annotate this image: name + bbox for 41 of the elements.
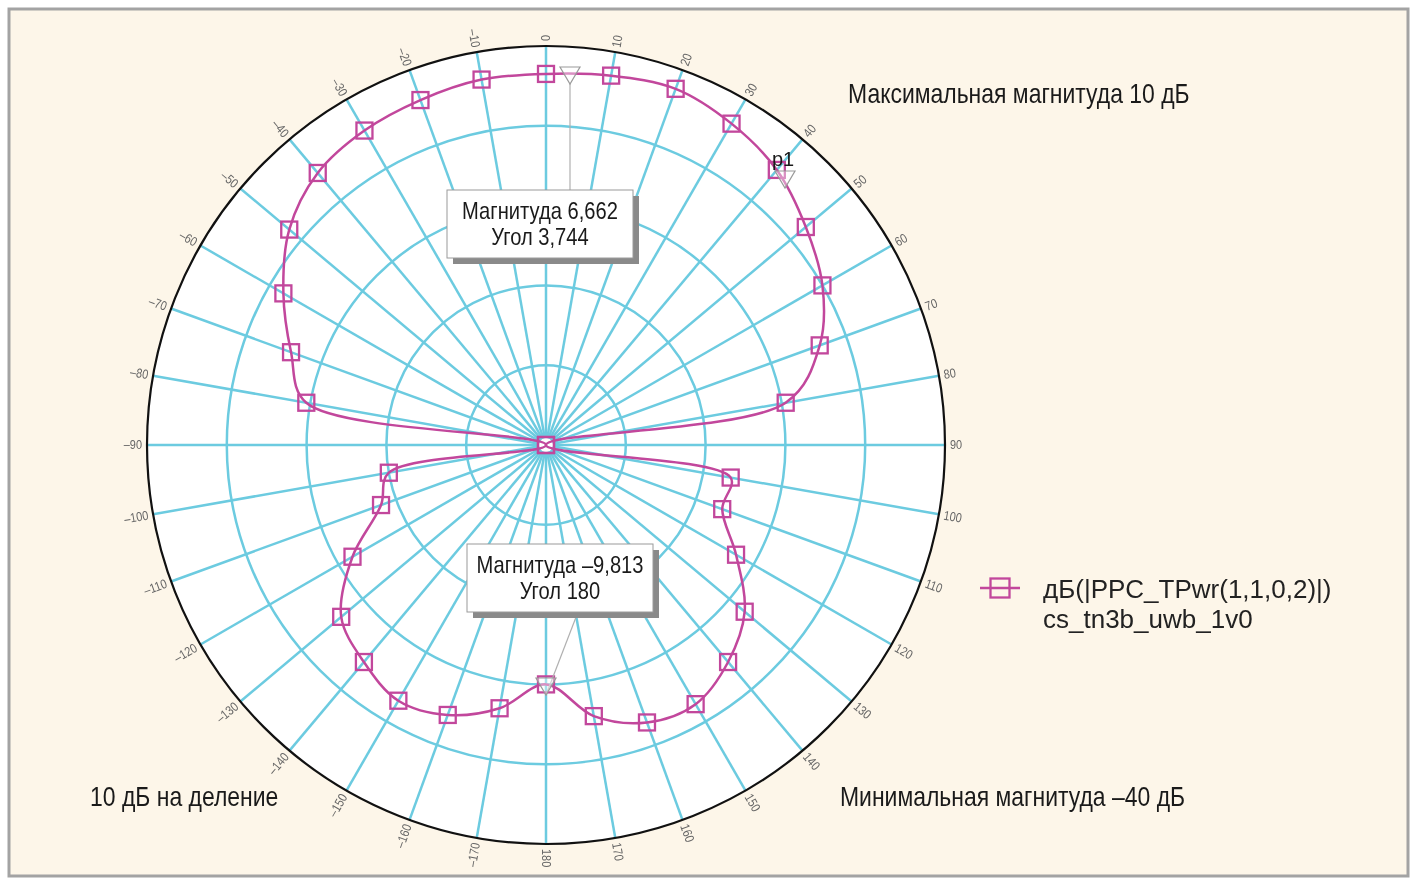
spoke-label: –80 — [128, 364, 150, 383]
spoke-label: 120 — [892, 640, 916, 663]
text: Магнитуда 6,662 Угол 3,744 — [462, 197, 618, 251]
spoke-label: –160 — [392, 821, 416, 851]
spoke-label: –10 — [465, 27, 484, 49]
spoke-label: –120 — [171, 640, 201, 666]
spoke-label: 110 — [923, 576, 945, 597]
spoke-label: –60 — [176, 227, 201, 250]
spoke-label: 70 — [923, 295, 940, 314]
spoke-label: 100 — [942, 507, 964, 526]
spoke-label: 140 — [799, 749, 824, 774]
spoke-label: 60 — [892, 230, 911, 250]
spoke-label: –170 — [464, 841, 484, 869]
spoke-label: 130 — [850, 698, 875, 723]
spoke-label: 160 — [677, 822, 698, 845]
spoke-label: 30 — [741, 80, 761, 99]
spoke-label: 180 — [538, 849, 554, 868]
spoke-label: 20 — [677, 51, 696, 68]
spoke-label: 170 — [608, 841, 627, 863]
spoke-label: 10 — [608, 33, 626, 49]
spoke-label: –140 — [264, 749, 293, 778]
spoke-label: –70 — [146, 293, 170, 315]
spoke-label: 0 — [538, 34, 554, 41]
text: 10 дБ на деление — [90, 780, 279, 812]
spoke-label: 80 — [942, 365, 958, 383]
spoke-label: –20 — [394, 45, 416, 69]
spoke-label: –50 — [217, 167, 242, 192]
spoke-label: –130 — [213, 698, 242, 727]
spoke-label: 90 — [950, 437, 963, 453]
legend-label: дБ(|PPC_TPwr(1,1,0,2)|) cs_tn3b_uwb_1v0 — [1043, 574, 1332, 634]
spoke-label: –90 — [123, 437, 143, 453]
spoke-label: –100 — [122, 507, 150, 527]
spoke-label: 50 — [850, 171, 870, 192]
spoke-label: 150 — [741, 791, 764, 815]
spoke-label: –110 — [141, 575, 170, 599]
text: Максимальная магнитуда 10 дБ — [848, 77, 1190, 109]
text: Магнитуда –9,813 Угол 180 — [476, 551, 644, 605]
spoke-label: –40 — [268, 116, 293, 141]
text: Минимальная магнитуда –40 дБ — [840, 780, 1186, 812]
spoke-label: 40 — [799, 121, 820, 141]
spoke-label: –30 — [328, 75, 351, 100]
